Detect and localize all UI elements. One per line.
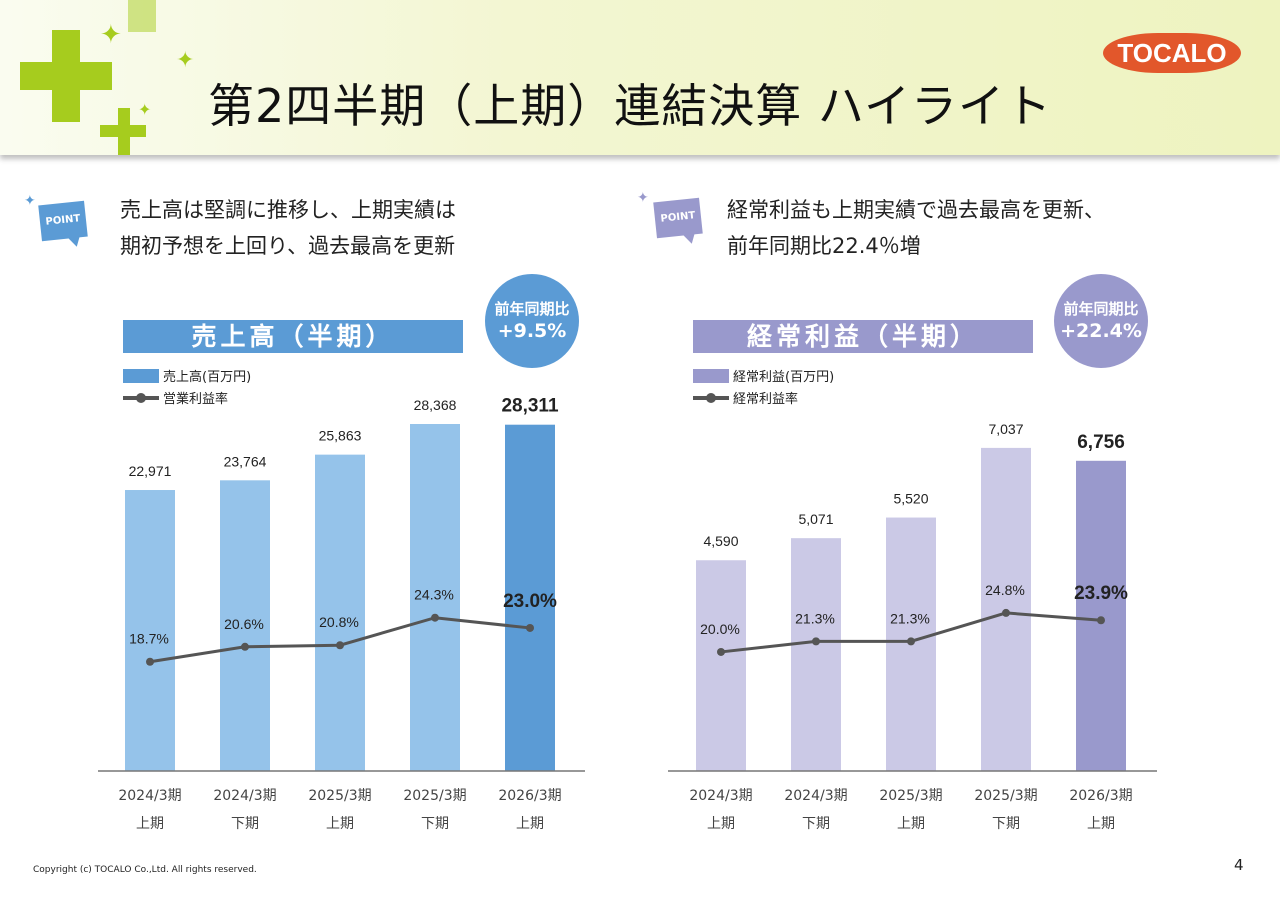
legend-item-bar: 経常利益(百万円) [693,367,834,389]
slide-header: ✦ ✦ ✦ 第2四半期（上期）連結決算 ハイライト TOCALO [0,0,1280,155]
ratio-value-label: 23.0% [503,591,557,612]
legend-label: 経常利益率 [733,392,799,407]
x-tick-label: 2025/3期 [403,788,466,804]
bar [505,424,555,771]
ratio-point [1002,608,1010,617]
x-tick-label: 下期 [802,816,830,832]
ratio-value-label: 21.3% [890,610,930,626]
x-tick-label: 上期 [897,816,925,832]
bar [410,423,460,771]
legend-line-marker [693,393,729,403]
bar [125,490,175,771]
yoy-label: 前年同期比 [1063,300,1139,318]
ratio-value-label: 24.8% [985,582,1025,598]
sparkle-icon: ✦ [176,48,195,73]
yoy-badge: 前年同期比 +22.4% [1054,274,1148,368]
x-tick-label: 下期 [992,816,1020,832]
yoy-value: +9.5% [497,320,567,342]
yoy-value: +22.4% [1060,320,1142,342]
ratio-value-label: 24.3% [414,587,454,603]
x-tick-label: 上期 [136,816,164,832]
bar [315,454,365,771]
bar-value-label: 5,520 [893,491,928,507]
bar [220,480,270,771]
legend-swatch [123,369,159,383]
sparkle-icon: ✦ [24,193,36,209]
chart-title-band: 売上高（半期） [123,320,463,353]
chart-legend: 売上高(百万円) 営業利益率 [123,367,251,411]
point-text-line: 期初予想を上回り、過去最高を更新 [120,234,456,258]
chart-title-band: 経常利益（半期） [693,320,1033,353]
x-tick-label: 2025/3期 [879,788,942,804]
yoy-label: 前年同期比 [494,300,570,318]
tocalo-logo: TOCALO [1103,33,1241,73]
legend-swatch [693,369,729,383]
ratio-point [717,647,725,656]
x-tick-label: 2026/3期 [498,788,561,804]
bar-value-label: 22,971 [129,463,172,479]
point-text-line: 経常利益も上期実績で過去最高を更新、 [727,198,1105,222]
plus-decoration [128,0,156,32]
x-tick-label: 上期 [516,816,544,832]
sparkle-icon: ✦ [138,100,152,119]
ratio-point [812,637,820,646]
bar [791,538,841,771]
sparkle-icon: ✦ [637,190,649,206]
ratio-point [907,637,915,646]
x-tick-label: 上期 [1087,816,1115,832]
x-tick-label: 2024/3期 [118,788,181,804]
ratio-point [526,623,534,632]
x-tick-label: 下期 [421,816,449,832]
copyright: Copyright (c) TOCALO Co.,Ltd. All rights… [33,865,257,875]
ratio-point [241,642,249,651]
x-tick-label: 2026/3期 [1069,788,1132,804]
x-tick-label: 2024/3期 [213,788,276,804]
plus-decoration [52,30,80,122]
legend-line-marker [123,393,159,403]
bar-value-label: 6,756 [1077,432,1125,453]
x-tick-label: 2025/3期 [308,788,371,804]
legend-label: 経常利益(百万円) [733,370,835,385]
ratio-value-label: 20.0% [700,621,740,637]
legend-item-bar: 売上高(百万円) [123,367,251,389]
bar-value-label: 25,863 [319,428,362,444]
point-text-line: 前年同期比22.4％増 [727,234,921,258]
bar [1076,460,1126,771]
ratio-value-label: 21.3% [795,610,835,626]
bar-value-label: 4,590 [703,533,738,549]
legend-item-line: 営業利益率 [123,389,251,411]
x-tick-label: 2024/3期 [689,788,752,804]
chart-legend: 経常利益(百万円) 経常利益率 [693,367,834,411]
page-number: 4 [1234,856,1244,874]
bar-value-label: 5,071 [798,511,833,527]
x-tick-label: 下期 [231,816,259,832]
bar-value-label: 23,764 [224,453,267,469]
ratio-point [336,641,344,650]
bar [696,560,746,771]
bar-value-label: 28,311 [501,396,558,417]
ratio-value-label: 23.9% [1074,583,1128,604]
ratio-value-label: 20.6% [224,616,264,632]
sparkle-icon: ✦ [100,20,122,50]
bar-value-label: 7,037 [988,421,1023,437]
page-title: 第2四半期（上期）連結決算 ハイライト [208,79,1052,133]
bar-value-label: 28,368 [414,397,457,413]
ratio-value-label: 20.8% [319,614,359,630]
legend-item-line: 経常利益率 [693,389,834,411]
ratio-point [146,657,154,666]
legend-label: 売上高(百万円) [163,370,252,385]
x-tick-label: 上期 [326,816,354,832]
plus-decoration [118,108,130,155]
x-tick-label: 2024/3期 [784,788,847,804]
ratio-value-label: 18.7% [129,631,169,647]
x-tick-label: 2025/3期 [974,788,1037,804]
point-text-line: 売上高は堅調に推移し、上期実績は [120,198,456,222]
ratio-point [431,613,439,622]
yoy-badge: 前年同期比 +9.5% [485,274,579,368]
x-tick-label: 上期 [707,816,735,832]
ratio-point [1097,616,1105,625]
legend-label: 営業利益率 [163,392,229,407]
